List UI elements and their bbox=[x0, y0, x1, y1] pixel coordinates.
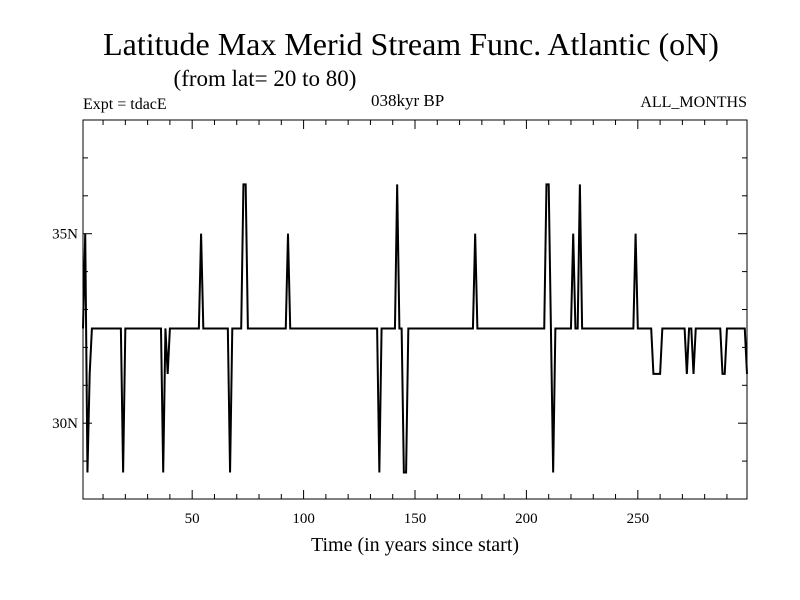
x-tick-label: 50 bbox=[185, 511, 200, 527]
tick-labels: 50 100 150 200 250 30N 35N bbox=[52, 227, 649, 527]
axis-ticks bbox=[83, 120, 747, 499]
experiment-label: Expt = tdacE bbox=[83, 96, 167, 113]
plot-frame bbox=[82, 119, 748, 500]
x-tick-label: 100 bbox=[292, 511, 315, 527]
series-line bbox=[82, 183, 748, 474]
y-tick-label: 30N bbox=[52, 416, 78, 432]
chart-title: Latitude Max Merid Stream Func. Atlantic… bbox=[103, 26, 719, 62]
x-tick-label: 150 bbox=[404, 511, 427, 527]
period-label: 038kyr BP bbox=[371, 91, 445, 110]
x-tick-label: 250 bbox=[627, 511, 650, 527]
chart-subtitle: (from lat= 20 to 80) bbox=[173, 66, 357, 91]
y-tick-label: 35N bbox=[52, 227, 78, 243]
months-label: ALL_MONTHS bbox=[640, 94, 747, 111]
x-tick-label: 200 bbox=[515, 511, 538, 527]
x-axis-label: Time (in years since start) bbox=[311, 534, 519, 556]
